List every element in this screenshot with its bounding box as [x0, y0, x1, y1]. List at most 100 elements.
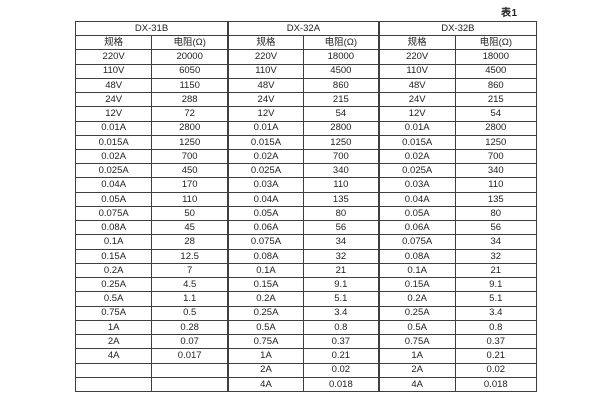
- table-cell: 2800: [151, 120, 229, 136]
- table-cell: 700: [454, 149, 538, 165]
- table-cell: 0.1A: [227, 262, 304, 279]
- table-cell: 0.01A: [227, 120, 304, 136]
- table-cell: [151, 362, 229, 378]
- table-cell: 0.025A: [227, 163, 304, 179]
- table-row: 0.02A 700 0.02A 700 0.02A 700: [74, 149, 538, 165]
- table-cell: 4.5: [151, 277, 229, 293]
- table-cell: 0.5A: [377, 319, 456, 336]
- table-cell: 0.02A: [227, 149, 304, 165]
- table-cell: 700: [151, 149, 229, 165]
- table-cell: 1A: [74, 319, 153, 336]
- table-cell: 340: [454, 163, 538, 179]
- table-cell: 34: [302, 234, 380, 250]
- col-header-resistance: 电阻(Ω): [454, 35, 538, 51]
- table-cell: 0.018: [454, 376, 538, 393]
- table-cell: 0.5: [151, 305, 229, 321]
- table-cell: 12.5: [151, 248, 229, 264]
- table-cell: 0.21: [454, 348, 538, 364]
- table-cell: 0.04A: [227, 191, 304, 207]
- table-cell: 0.018: [302, 376, 380, 393]
- table-cell: 56: [302, 220, 380, 236]
- col-header-spec: 规格: [227, 35, 304, 51]
- table-cell: 0.8: [454, 319, 538, 336]
- table-cell: 48V: [377, 77, 456, 94]
- table-cell: 0.5A: [227, 319, 304, 336]
- table-cell: 4500: [302, 63, 380, 79]
- table-cell: 0.07: [151, 334, 229, 350]
- table-cell: 0.03A: [377, 177, 456, 193]
- table-cell: 9.1: [302, 277, 380, 293]
- table-cell: 0.04A: [377, 191, 456, 207]
- table-row: 0.075A 50 0.05A 80 0.05A 80: [74, 205, 538, 222]
- table-cell: 32: [302, 248, 380, 264]
- table-cell: 6050: [151, 63, 229, 79]
- table-cell: 0.25A: [74, 277, 153, 293]
- table-cell: 0.25A: [227, 305, 304, 321]
- table-cell: 1250: [302, 134, 380, 151]
- table-cell: 24V: [227, 92, 304, 108]
- table-cell: 50: [151, 205, 229, 222]
- table-cell: 215: [454, 92, 538, 108]
- col-header-resistance: 电阻(Ω): [302, 35, 380, 51]
- table-cell: 0.8: [302, 319, 380, 336]
- table-row: 0.25A 4.5 0.15A 9.1 0.15A 9.1: [74, 277, 538, 293]
- table-cell: 0.37: [454, 334, 538, 350]
- table-cell: 0.2A: [74, 262, 153, 279]
- table-cell: 0.01A: [74, 120, 153, 136]
- spec-table: DX-31B DX-32A DX-32B 规格 电阻(Ω) 规格 电阻(Ω) 规…: [74, 20, 538, 393]
- table-cell: 2800: [302, 120, 380, 136]
- table-cell: 3.4: [454, 305, 538, 321]
- sub-header-row: 规格 电阻(Ω) 规格 电阻(Ω) 规格 电阻(Ω): [74, 35, 538, 51]
- table-cell: 4500: [454, 63, 538, 79]
- table-row: 0.15A 12.5 0.08A 32 0.08A 32: [74, 248, 538, 264]
- table-row: 110V 6050 110V 4500 110V 4500: [74, 63, 538, 79]
- table-row: 4A 0.018 4A 0.018: [74, 376, 538, 393]
- group-header-row: DX-31B DX-32A DX-32B: [75, 20, 537, 37]
- table-cell: 220V: [74, 49, 153, 65]
- table-row: 0.015A 1250 0.015A 1250 0.015A 1250: [74, 134, 538, 151]
- table-cell: 0.08A: [377, 248, 456, 264]
- table-cell: 0.25A: [377, 305, 456, 321]
- table-cell: 0.025A: [74, 163, 153, 179]
- table-row: 0.01A 2800 0.01A 2800 0.01A 2800: [74, 120, 538, 136]
- table-cell: 0.08A: [74, 220, 153, 236]
- group-header-dx32a: DX-32A: [227, 20, 380, 37]
- table-cell: 0.01A: [377, 120, 456, 136]
- table-cell: 5.1: [454, 291, 538, 307]
- table-cell: 340: [302, 163, 380, 179]
- table-cell: 0.02: [302, 362, 380, 378]
- table-row: 220V 20000 220V 18000 220V 18000: [74, 49, 538, 65]
- table-cell: 0.02A: [74, 149, 153, 165]
- table-cell: 860: [454, 77, 538, 94]
- table-cell: 0.015A: [74, 134, 153, 151]
- table-cell: 0.05A: [377, 205, 456, 222]
- col-header-spec: 规格: [377, 35, 456, 51]
- table-cell: 110: [302, 177, 380, 193]
- table-cell: 2A: [74, 334, 153, 350]
- table-cell: 220V: [377, 49, 456, 65]
- table-cell: 4A: [227, 376, 304, 393]
- table-cell: 0.15A: [74, 248, 153, 264]
- table-cell: 18000: [454, 49, 538, 65]
- table-cell: 20000: [151, 49, 229, 65]
- table-cell: 0.1A: [74, 234, 153, 250]
- table-cell: 110V: [377, 63, 456, 79]
- table-row: 12V 72 12V 54 12V 54: [74, 106, 538, 122]
- table-cell: 1A: [227, 348, 304, 364]
- table-cell: 2A: [227, 362, 304, 378]
- table-cell: 48V: [227, 77, 304, 94]
- table-cell: 54: [302, 106, 380, 122]
- table-cell: 135: [454, 191, 538, 207]
- table-cell: 0.025A: [377, 163, 456, 179]
- table-cell: 0.15A: [227, 277, 304, 293]
- table-cell: 0.017: [151, 348, 229, 364]
- table-cell: 110V: [74, 63, 153, 79]
- table-cell: 21: [302, 262, 380, 279]
- table-head: DX-31B DX-32A DX-32B 规格 电阻(Ω) 规格 电阻(Ω) 规…: [74, 20, 538, 51]
- table-cell: 12V: [227, 106, 304, 122]
- table-body: 220V 20000 220V 18000 220V 18000 110V 6050 110V 4…: [74, 49, 538, 393]
- table-row: 24V 288 24V 215 24V 215: [74, 92, 538, 108]
- table-cell: 12V: [74, 106, 153, 122]
- table-cell: 0.06A: [227, 220, 304, 236]
